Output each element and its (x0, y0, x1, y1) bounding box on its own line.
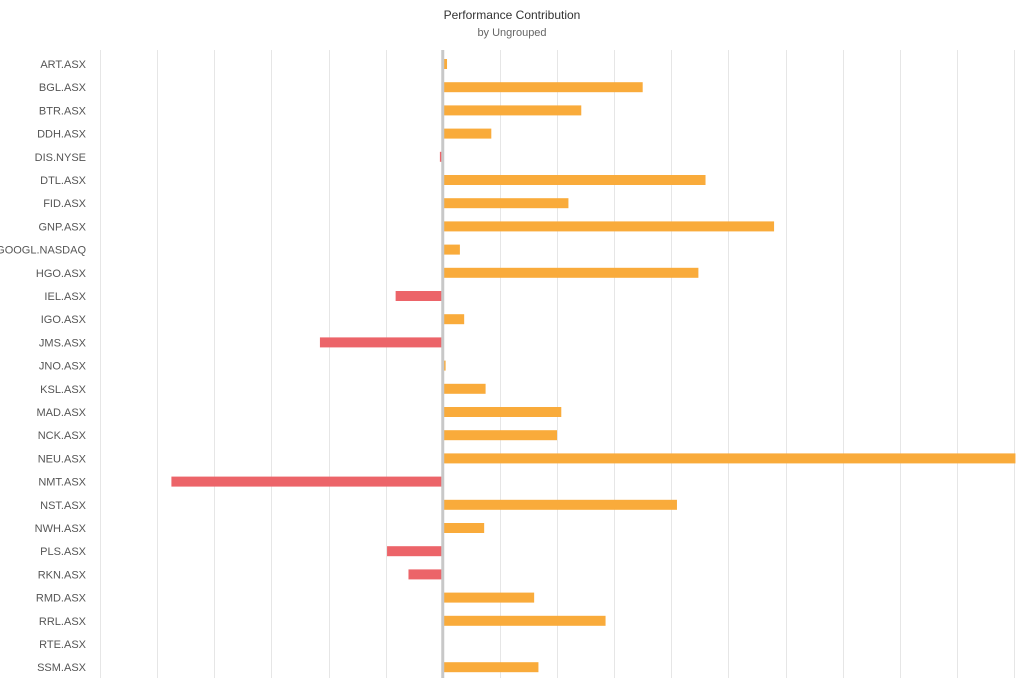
bar-nmt-asx (171, 476, 443, 487)
bar-googl-nasdaq (442, 244, 460, 255)
category-label: IGO.ASX (41, 314, 87, 326)
bar-neu-asx (442, 453, 1016, 464)
bar-bgl-asx (442, 82, 643, 93)
category-label: ART.ASX (40, 59, 86, 71)
category-label: NCK.ASX (38, 430, 87, 442)
category-label: MAD.ASX (36, 407, 86, 419)
bar-igo-asx (442, 314, 465, 325)
category-label: RRL.ASX (39, 616, 87, 628)
category-label: JMS.ASX (39, 337, 87, 349)
bar-gnp-asx (442, 221, 775, 232)
category-label: PLS.ASX (40, 546, 87, 558)
category-label: IEL.ASX (44, 291, 86, 303)
bar-fid-asx (442, 198, 569, 209)
category-label: NEU.ASX (38, 453, 87, 465)
category-label: BGL.ASX (39, 82, 87, 94)
category-label: DTL.ASX (40, 175, 87, 187)
category-label: HGO.ASX (36, 268, 87, 280)
bar-ksl-asx (442, 383, 486, 394)
bar-ddh-asx (442, 128, 492, 139)
bar-dtl-asx (442, 175, 706, 185)
category-label: JNO.ASX (39, 361, 87, 373)
bar-nwh-asx (442, 523, 485, 533)
category-label: KSL.ASX (40, 384, 87, 396)
bar-rmd-asx (442, 592, 535, 603)
category-label: RTE.ASX (39, 639, 87, 651)
category-label: NST.ASX (40, 500, 87, 512)
category-label: GOOGL.NASDAQ (0, 245, 86, 257)
category-label: RMD.ASX (36, 593, 87, 605)
category-label: RKN.ASX (38, 569, 87, 581)
bar-rkn-asx (408, 569, 443, 580)
category-label: GNP.ASX (39, 221, 87, 233)
bar-jms-asx (319, 337, 443, 348)
chart-subtitle: by Ungrouped (477, 27, 547, 39)
category-label: DIS.NYSE (35, 152, 86, 164)
category-label: NWH.ASX (35, 523, 87, 535)
category-label: BTR.ASX (39, 105, 87, 117)
bar-rrl-asx (442, 615, 606, 626)
bar-pls-asx (387, 546, 443, 557)
bar-hgo-asx (442, 267, 699, 278)
bar-mad-asx (442, 407, 562, 417)
bar-btr-asx (442, 105, 582, 116)
chart-title: Performance Contribution (443, 8, 581, 22)
bar-iel-asx (395, 291, 443, 301)
bar-art-asx (442, 59, 448, 69)
category-label: NMT.ASX (38, 477, 86, 489)
category-label: SSM.ASX (37, 662, 87, 674)
category-label: DDH.ASX (37, 129, 87, 141)
bar-ssm-asx (442, 662, 539, 673)
bar-nck-asx (442, 430, 557, 441)
bar-nst-asx (442, 499, 677, 510)
category-label: FID.ASX (43, 198, 86, 210)
